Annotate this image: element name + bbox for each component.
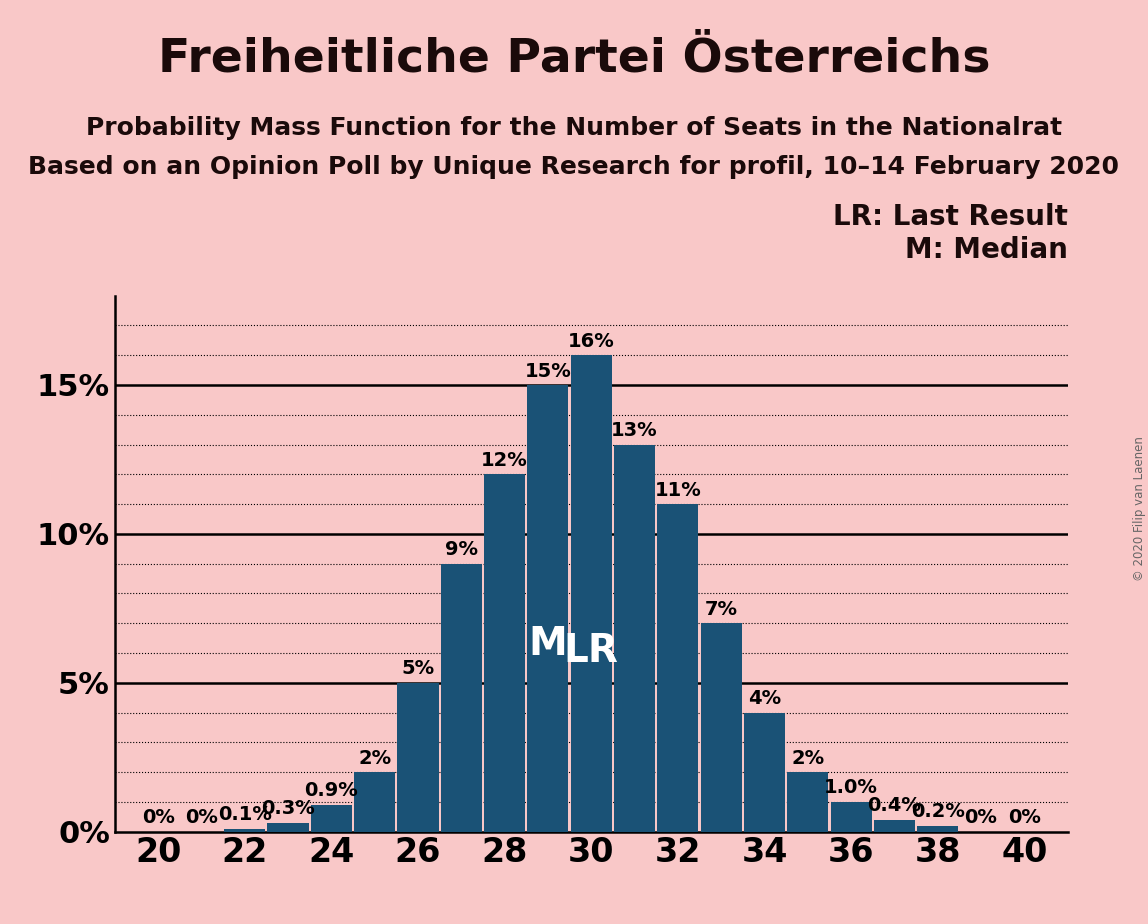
Text: 9%: 9% <box>444 541 478 559</box>
Text: 12%: 12% <box>481 451 528 470</box>
Text: 0.3%: 0.3% <box>261 799 315 819</box>
Text: 0.2%: 0.2% <box>910 802 964 821</box>
Text: 15%: 15% <box>525 361 572 381</box>
Bar <box>874 820 915 832</box>
Text: Freiheitliche Partei Österreichs: Freiheitliche Partei Österreichs <box>157 37 991 82</box>
Text: 2%: 2% <box>791 748 824 768</box>
Text: Probability Mass Function for the Number of Seats in the Nationalrat: Probability Mass Function for the Number… <box>86 116 1062 140</box>
Text: Based on an Opinion Poll by Unique Research for profil, 10–14 February 2020: Based on an Opinion Poll by Unique Resea… <box>29 155 1119 179</box>
Bar <box>571 355 612 832</box>
Bar <box>830 802 871 832</box>
Bar <box>917 826 959 832</box>
Bar <box>744 712 785 832</box>
Text: 2%: 2% <box>358 748 391 768</box>
Text: 0%: 0% <box>185 808 218 827</box>
Bar <box>527 385 568 832</box>
Text: 0.9%: 0.9% <box>304 782 358 800</box>
Text: 4%: 4% <box>747 689 781 708</box>
Bar <box>397 683 439 832</box>
Text: 13%: 13% <box>611 421 658 440</box>
Text: 7%: 7% <box>705 600 738 619</box>
Bar <box>700 623 742 832</box>
Bar <box>441 564 482 832</box>
Bar <box>354 772 395 832</box>
Text: 0.1%: 0.1% <box>218 805 272 824</box>
Bar <box>311 805 352 832</box>
Text: 11%: 11% <box>654 480 701 500</box>
Bar <box>788 772 829 832</box>
Text: 16%: 16% <box>568 332 614 351</box>
Text: 0%: 0% <box>964 808 998 827</box>
Text: LR: Last Result: LR: Last Result <box>832 203 1068 231</box>
Bar <box>614 444 656 832</box>
Bar <box>224 829 265 832</box>
Text: © 2020 Filip van Laenen: © 2020 Filip van Laenen <box>1133 436 1147 580</box>
Bar <box>267 822 309 832</box>
Text: M: M <box>528 625 567 663</box>
Bar <box>484 474 525 832</box>
Bar <box>658 505 698 832</box>
Text: 0%: 0% <box>141 808 174 827</box>
Text: 5%: 5% <box>402 659 435 678</box>
Text: LR: LR <box>564 632 619 670</box>
Text: 1.0%: 1.0% <box>824 778 878 797</box>
Text: 0%: 0% <box>1008 808 1041 827</box>
Text: 0.4%: 0.4% <box>868 796 922 815</box>
Text: M: Median: M: Median <box>905 236 1068 263</box>
